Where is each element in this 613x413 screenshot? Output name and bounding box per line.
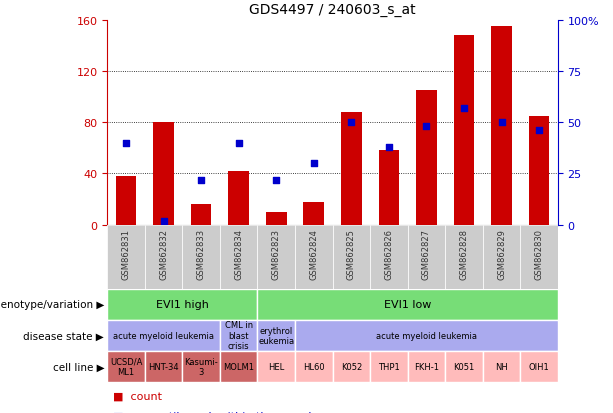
Text: GSM862825: GSM862825 [347, 228, 356, 279]
Bar [379, 151, 399, 225]
Text: GSM862827: GSM862827 [422, 228, 431, 279]
Point [196, 177, 206, 183]
Point [121, 140, 131, 147]
Point [422, 123, 432, 130]
Bar [520, 225, 558, 289]
Bar [445, 225, 482, 289]
Bar [116, 176, 136, 225]
Text: GSM862829: GSM862829 [497, 228, 506, 279]
Bar [295, 351, 332, 382]
Bar [107, 225, 145, 289]
Text: acute myeloid leukemia: acute myeloid leukemia [113, 331, 214, 340]
Point [159, 218, 169, 224]
Bar [220, 320, 257, 351]
Point [309, 160, 319, 167]
Bar [145, 225, 183, 289]
Text: MOLM1: MOLM1 [223, 362, 254, 371]
Bar [183, 351, 220, 382]
Bar [454, 36, 474, 225]
Text: EVI1 low: EVI1 low [384, 299, 432, 310]
Bar [257, 289, 558, 320]
Point [234, 140, 243, 147]
Title: GDS4497 / 240603_s_at: GDS4497 / 240603_s_at [249, 3, 416, 17]
Text: acute myeloid leukemia: acute myeloid leukemia [376, 331, 477, 340]
Bar [257, 320, 295, 351]
Text: FKH-1: FKH-1 [414, 362, 439, 371]
Point [534, 128, 544, 134]
Bar [332, 225, 370, 289]
Bar [341, 113, 362, 225]
Bar [520, 351, 558, 382]
Bar [370, 351, 408, 382]
Bar [295, 225, 332, 289]
Text: GSM862833: GSM862833 [197, 228, 205, 279]
Bar [408, 351, 445, 382]
Bar [229, 171, 249, 225]
Text: NH: NH [495, 362, 508, 371]
Bar [445, 351, 482, 382]
Bar [295, 320, 558, 351]
Text: GSM862834: GSM862834 [234, 228, 243, 279]
Text: ■  percentile rank within the sample: ■ percentile rank within the sample [113, 411, 319, 413]
Text: HEL: HEL [268, 362, 284, 371]
Bar [332, 351, 370, 382]
Text: GSM862830: GSM862830 [535, 228, 544, 279]
Text: UCSD/A
ML1: UCSD/A ML1 [110, 357, 142, 376]
Text: genotype/variation ▶: genotype/variation ▶ [0, 299, 104, 310]
Text: THP1: THP1 [378, 362, 400, 371]
Text: CML in
blast
crisis: CML in blast crisis [224, 321, 253, 350]
Bar [107, 351, 145, 382]
Bar [107, 289, 257, 320]
Text: EVI1 high: EVI1 high [156, 299, 209, 310]
Bar [257, 225, 295, 289]
Text: GSM862828: GSM862828 [460, 228, 468, 279]
Text: ■  count: ■ count [113, 390, 162, 400]
Bar [183, 225, 220, 289]
Bar [529, 116, 549, 225]
Bar [370, 225, 408, 289]
Bar [107, 320, 220, 351]
Text: K052: K052 [341, 362, 362, 371]
Bar [220, 225, 257, 289]
Point [346, 120, 356, 126]
Text: HL60: HL60 [303, 362, 325, 371]
Text: K051: K051 [454, 362, 474, 371]
Bar [303, 202, 324, 225]
Text: OIH1: OIH1 [528, 362, 549, 371]
Text: GSM862823: GSM862823 [272, 228, 281, 279]
Bar [257, 351, 295, 382]
Bar [220, 351, 257, 382]
Bar [482, 225, 520, 289]
Bar [491, 27, 512, 225]
Text: cell line ▶: cell line ▶ [53, 361, 104, 372]
Bar [416, 91, 436, 225]
Text: HNT-34: HNT-34 [148, 362, 179, 371]
Point [272, 177, 281, 183]
Text: GSM862826: GSM862826 [384, 228, 394, 279]
Bar [145, 351, 183, 382]
Text: GSM862824: GSM862824 [310, 228, 318, 279]
Text: GSM862832: GSM862832 [159, 228, 168, 279]
Text: Kasumi-
3: Kasumi- 3 [185, 357, 218, 376]
Bar [191, 205, 211, 225]
Point [459, 105, 469, 112]
Point [497, 120, 506, 126]
Bar [153, 123, 174, 225]
Text: disease state ▶: disease state ▶ [23, 330, 104, 341]
Bar [482, 351, 520, 382]
Bar [408, 225, 445, 289]
Text: erythrol
eukemia: erythrol eukemia [258, 326, 294, 345]
Bar [266, 212, 286, 225]
Point [384, 144, 394, 151]
Text: GSM862831: GSM862831 [121, 228, 131, 279]
